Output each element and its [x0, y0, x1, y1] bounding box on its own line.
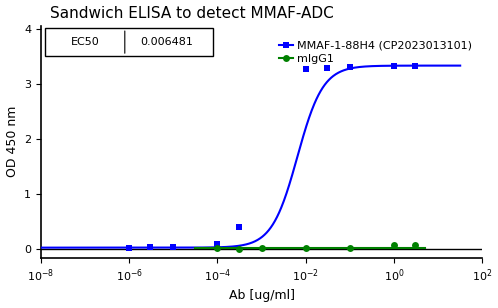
Text: EC50: EC50	[71, 37, 100, 47]
Legend: MMAF-1-88H4 (CP2023013101), mIgG1: MMAF-1-88H4 (CP2023013101), mIgG1	[275, 36, 477, 68]
X-axis label: Ab [ug/ml]: Ab [ug/ml]	[229, 290, 295, 302]
Text: 0.006481: 0.006481	[140, 37, 193, 47]
Text: Sandwich ELISA to detect MMAF-ADC: Sandwich ELISA to detect MMAF-ADC	[50, 6, 334, 21]
Y-axis label: OD 450 nm: OD 450 nm	[5, 106, 18, 177]
FancyBboxPatch shape	[45, 28, 213, 56]
